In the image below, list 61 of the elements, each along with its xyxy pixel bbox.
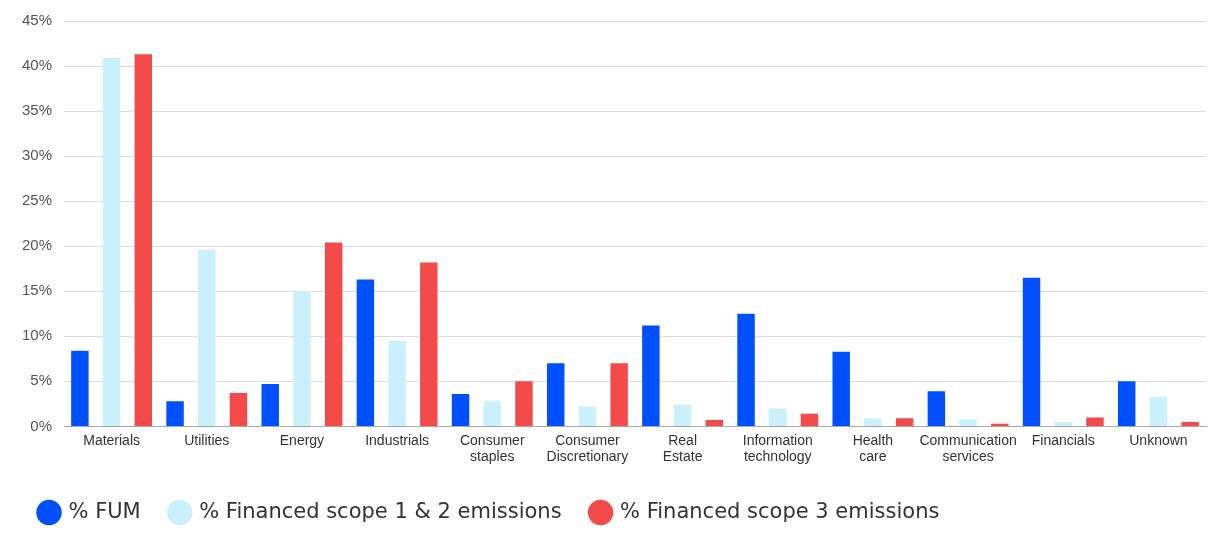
y-tick-label: 15% [21,281,53,299]
bar [705,420,724,426]
bar [769,408,787,426]
y-tick-label: 35% [21,101,53,119]
bar [229,393,248,426]
bar [832,351,850,426]
bar [293,291,311,426]
y-tick-label: 40% [21,56,53,74]
bar [102,57,121,426]
y-tick-label: 20% [21,236,53,254]
bar [451,393,470,426]
x-tick-label: Energy [279,431,325,448]
bar [1149,396,1168,426]
bar [1181,421,1199,426]
x-tick-label: Health care [852,431,894,465]
y-tick-label: 25% [21,191,53,209]
bar [610,363,628,426]
x-tick-label: Consumer Discretionary [546,431,629,465]
x-tick-label: Information technology [742,431,813,465]
bar [198,249,216,426]
bar [71,350,89,426]
bar [324,242,343,426]
y-tick-label: 0% [30,416,53,434]
x-tick-label: Utilities [184,431,230,448]
y-tick-label: 10% [21,326,53,344]
bar [1086,417,1104,426]
bar [959,419,977,426]
bar [578,406,597,426]
x-tick-label: Communication services [919,431,1017,465]
bar [166,401,184,426]
bar [864,418,882,426]
bar [261,384,279,426]
bar [927,391,946,426]
legend-label: % Financed scope 3 emissions [620,498,940,523]
x-tick-label: Materials [83,431,140,448]
bar [1022,277,1041,426]
y-tick-label: 5% [30,371,53,389]
bar [673,404,692,426]
bar [1117,381,1136,426]
bar [800,413,819,426]
x-tick-label: Consumer staples [459,431,525,465]
bar [388,340,406,426]
x-tick-label: Real Estate [662,431,703,465]
bar [1054,421,1072,426]
legend-label: % FUM [68,498,141,523]
y-tick-label: 30% [21,146,53,164]
bar [134,54,153,426]
bar [515,381,533,426]
bar [483,401,501,426]
bar [642,325,660,426]
bar [991,423,1009,426]
bar [737,313,755,426]
y-tick-label: 45% [21,11,53,29]
bar [420,262,438,426]
x-tick-label: Unknown [1129,431,1188,448]
x-tick-label: Financials [1031,431,1095,448]
bar [895,418,914,426]
bar [356,279,375,426]
bar [546,363,565,426]
x-tick-label: Industrials [365,431,430,448]
legend-label: % Financed scope 1 & 2 emissions [199,498,562,523]
